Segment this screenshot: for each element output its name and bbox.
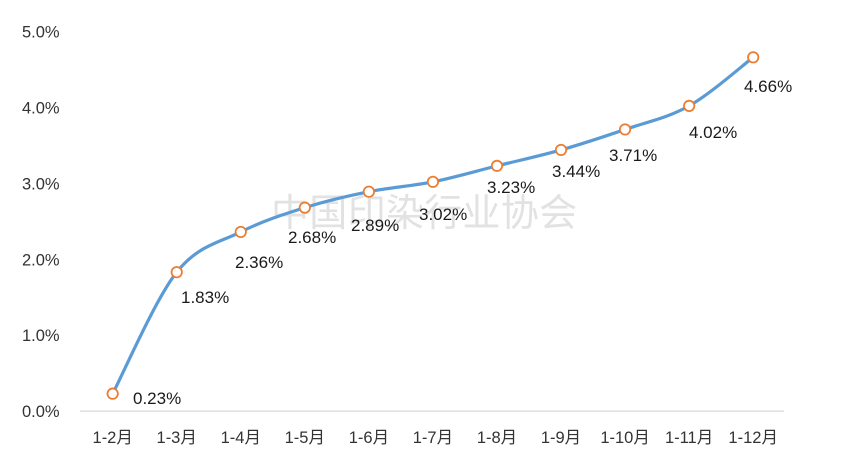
svg-text:0.0%: 0.0%	[22, 403, 60, 421]
svg-text:2.89%: 2.89%	[351, 216, 399, 235]
svg-text:3.02%: 3.02%	[419, 205, 467, 224]
svg-text:0.23%: 0.23%	[133, 389, 181, 408]
svg-text:1-10月: 1-10月	[600, 429, 650, 447]
svg-text:1-7月: 1-7月	[413, 429, 453, 447]
svg-text:3.44%: 3.44%	[552, 162, 600, 181]
svg-text:1-11月: 1-11月	[665, 429, 713, 447]
svg-text:5.0%: 5.0%	[22, 24, 60, 42]
svg-text:1.0%: 1.0%	[22, 327, 60, 345]
svg-text:1.83%: 1.83%	[181, 288, 229, 307]
svg-text:3.23%: 3.23%	[487, 178, 535, 197]
svg-text:1-12月: 1-12月	[728, 429, 778, 447]
svg-text:4.02%: 4.02%	[689, 123, 737, 142]
svg-text:2.68%: 2.68%	[288, 228, 336, 247]
svg-text:1-2月: 1-2月	[93, 429, 133, 447]
svg-text:1-6月: 1-6月	[349, 429, 389, 447]
svg-text:3.0%: 3.0%	[22, 175, 60, 193]
svg-text:4.0%: 4.0%	[22, 99, 60, 117]
svg-text:2.36%: 2.36%	[235, 253, 283, 272]
svg-text:1-3月: 1-3月	[157, 429, 197, 447]
svg-text:1-5月: 1-5月	[285, 429, 325, 447]
svg-text:4.66%: 4.66%	[744, 77, 792, 96]
svg-text:1-8月: 1-8月	[477, 429, 517, 447]
svg-text:3.71%: 3.71%	[609, 146, 657, 165]
svg-text:1-9月: 1-9月	[541, 429, 581, 447]
svg-text:2.0%: 2.0%	[22, 251, 60, 269]
svg-text:1-4月: 1-4月	[221, 429, 261, 447]
